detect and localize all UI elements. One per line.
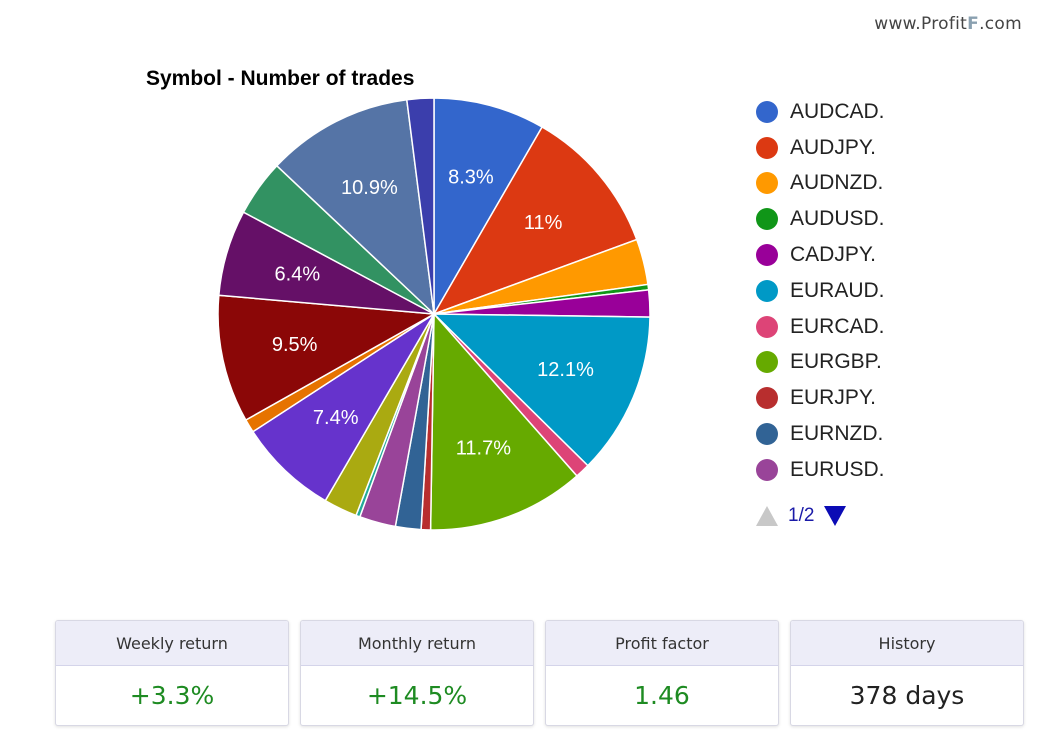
site-brand: www.ProfitF.com bbox=[874, 14, 1022, 34]
legend-label: EURJPY. bbox=[790, 386, 876, 410]
brand-suffix: .com bbox=[979, 14, 1022, 34]
chart-title: Symbol - Number of trades bbox=[146, 67, 415, 90]
stat-value: +14.5% bbox=[366, 681, 468, 710]
legend-next-arrow-icon[interactable] bbox=[824, 506, 847, 526]
stat-title: Monthly return bbox=[301, 621, 533, 666]
slice-data-label: 7.4% bbox=[313, 407, 359, 429]
legend-item[interactable]: EURGBP. bbox=[756, 345, 885, 381]
slice-data-label: 12.1% bbox=[537, 359, 594, 381]
slice-data-label: 6.4% bbox=[275, 263, 321, 285]
legend-swatch bbox=[756, 136, 778, 159]
legend-prev-arrow-icon[interactable] bbox=[756, 506, 778, 526]
stat-title: Profit factor bbox=[546, 621, 778, 666]
legend-label: EURAUD. bbox=[790, 278, 885, 302]
legend-swatch bbox=[756, 100, 778, 123]
legend-label: AUDJPY. bbox=[790, 135, 876, 159]
legend-item[interactable]: AUDJPY. bbox=[756, 130, 885, 166]
slice-data-label: 8.3% bbox=[448, 166, 494, 188]
legend-pager: 1/2 bbox=[756, 505, 847, 527]
legend-item[interactable]: EURAUD. bbox=[756, 273, 885, 309]
legend-swatch bbox=[756, 387, 778, 410]
legend-item[interactable]: CADJPY. bbox=[756, 237, 885, 273]
brand-logo-mark: F bbox=[967, 14, 980, 34]
pie-slice-item-13[interactable] bbox=[251, 313, 435, 502]
pie-slice-eurgbp[interactable] bbox=[429, 312, 578, 531]
stat-value: +3.3% bbox=[129, 681, 215, 710]
stat-title: History bbox=[791, 621, 1023, 666]
chart-legend: AUDCAD. AUDJPY. AUDNZD. AUDUSD. CADJPY. EURAU… bbox=[756, 94, 885, 488]
pie-slice-euraud[interactable] bbox=[432, 313, 651, 467]
legend-item[interactable]: EURUSD. bbox=[756, 452, 885, 488]
slice-data-label: 11% bbox=[524, 212, 563, 234]
legend-item[interactable]: AUDCAD. bbox=[756, 94, 885, 130]
legend-swatch bbox=[756, 423, 778, 446]
slice-data-label: 10.9% bbox=[341, 177, 398, 199]
legend-swatch bbox=[756, 351, 778, 374]
legend-swatch bbox=[756, 172, 778, 195]
legend-label: AUDNZD. bbox=[790, 171, 884, 195]
legend-item[interactable]: EURNZD. bbox=[756, 416, 885, 452]
brand-prefix: www.Profit bbox=[874, 14, 968, 34]
pie-slice-audcad[interactable] bbox=[433, 97, 544, 317]
legend-swatch bbox=[756, 458, 778, 481]
stat-value: 1.46 bbox=[634, 681, 690, 710]
slice-data-label: 9.5% bbox=[272, 334, 318, 356]
legend-item[interactable]: EURJPY. bbox=[756, 380, 885, 416]
legend-item[interactable]: EURCAD. bbox=[756, 309, 885, 345]
stat-card-monthly-return: Monthly return +14.5% bbox=[300, 620, 534, 726]
pie-slice-audjpy[interactable] bbox=[432, 125, 638, 316]
legend-label: AUDUSD. bbox=[790, 207, 885, 231]
legend-label: EURUSD. bbox=[790, 457, 885, 481]
legend-item[interactable]: AUDNZD. bbox=[756, 166, 885, 202]
legend-label: EURNZD. bbox=[790, 422, 884, 446]
legend-swatch bbox=[756, 279, 778, 302]
legend-swatch bbox=[756, 315, 778, 338]
pie-slice-item-19[interactable] bbox=[405, 97, 435, 315]
stat-card-history: History 378 days bbox=[790, 620, 1024, 726]
stat-value: 378 days bbox=[849, 681, 965, 710]
legend-swatch bbox=[756, 208, 778, 231]
legend-page-indicator: 1/2 bbox=[788, 505, 815, 526]
stats-row: Weekly return +3.3% Monthly return +14.5… bbox=[55, 620, 1024, 726]
pie-slice-item-15[interactable] bbox=[217, 294, 437, 422]
legend-item[interactable]: AUDUSD. bbox=[756, 201, 885, 237]
legend-label: EURCAD. bbox=[790, 314, 885, 338]
slice-data-label: 11.7% bbox=[456, 438, 511, 460]
legend-label: EURGBP. bbox=[790, 350, 882, 374]
stat-card-weekly-return: Weekly return +3.3% bbox=[55, 620, 289, 726]
legend-label: AUDCAD. bbox=[790, 99, 885, 123]
stat-card-profit-factor: Profit factor 1.46 bbox=[545, 620, 779, 726]
legend-swatch bbox=[756, 244, 778, 267]
legend-label: CADJPY. bbox=[790, 243, 876, 267]
pie-slice-item-18[interactable] bbox=[275, 98, 436, 316]
stat-title: Weekly return bbox=[56, 621, 288, 666]
